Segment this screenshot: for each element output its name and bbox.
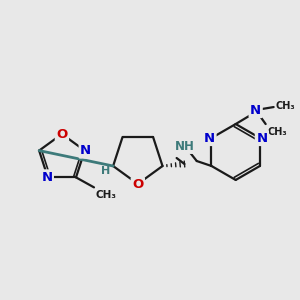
Text: NH: NH [175,140,195,152]
Text: CH₃: CH₃ [276,101,295,111]
Text: N: N [250,103,261,117]
Text: CH₃: CH₃ [268,127,287,137]
Text: H: H [100,166,110,176]
Text: N: N [256,131,268,145]
Text: CH₃: CH₃ [96,190,117,200]
Text: N: N [204,131,215,145]
Text: N: N [80,144,91,157]
Text: O: O [132,178,143,191]
Text: O: O [56,128,68,140]
Text: N: N [41,171,52,184]
